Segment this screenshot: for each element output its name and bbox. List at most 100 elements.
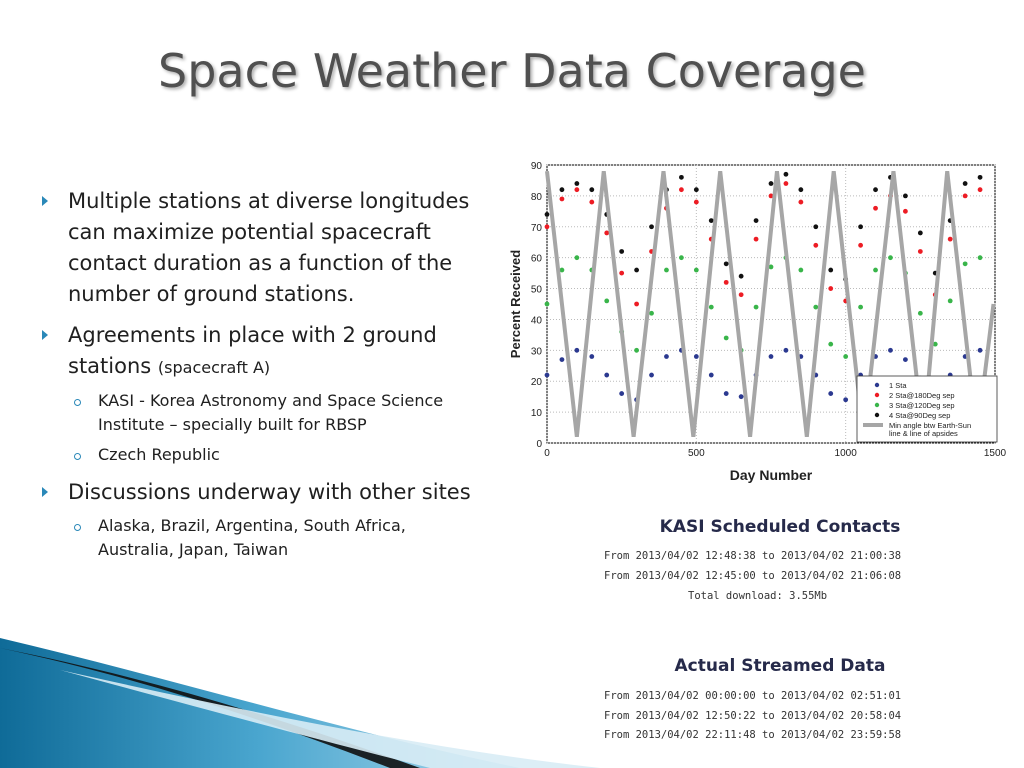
streamed-line: From 2013/04/02 00:00:00 to 2013/04/02 0… [604,690,902,702]
data-point [783,181,789,186]
data-point [828,267,834,273]
sub-bullet-item: KASI - Korea Astronomy and Space Science… [40,389,480,437]
streamed-line: From 2013/04/02 12:50:22 to 2013/04/02 2… [604,710,902,722]
data-point [664,354,669,359]
y-tick-label: 20 [531,377,543,388]
min-angle-line [545,170,996,438]
data-point [947,298,953,304]
arrow-bullet-icon [42,196,48,206]
data-point [858,304,863,310]
data-point [888,255,893,261]
data-point [917,310,923,316]
legend-swatch [874,382,880,388]
data-point [753,304,759,310]
data-point [649,224,654,230]
data-point [738,394,744,400]
data-point [843,354,849,359]
corner-swoosh-decoration [0,638,600,768]
data-point [693,187,699,193]
data-point [559,357,565,362]
data-point [738,273,744,279]
data-point [753,218,759,223]
legend-label: Min angle btw Earth-Sun line & line of ap… [889,421,971,438]
legend-label: 2 Sta@180Deg sep [889,391,955,400]
data-point [634,347,639,353]
data-point [917,230,923,236]
kasi-total: Total download: 3.55Mb [688,590,828,602]
data-point [559,196,565,202]
data-point [768,264,774,270]
x-tick-label: 0 [544,448,550,459]
data-point [798,187,804,193]
legend-swatch [874,412,880,418]
sub-bullet-text: KASI - Korea Astronomy and Space Science… [98,391,444,434]
kasi-line: From 2013/04/02 12:45:00 to 2013/04/02 2… [604,570,902,582]
bullet-text: Agreements in place with 2 ground statio… [68,323,437,378]
y-tick-label: 30 [531,346,543,357]
ring-bullet-icon [74,524,81,531]
data-point [903,193,908,199]
bullet-text: Multiple stations at diverse longitudes … [68,189,470,306]
streamed-line: From 2013/04/02 22:11:48 to 2013/04/02 2… [604,729,902,741]
data-point [947,236,953,242]
data-point [574,255,580,261]
data-point [679,174,684,180]
data-point [544,224,550,230]
data-point [723,279,729,285]
y-axis-label: Percent Received [508,250,523,358]
legend-label-line: Min angle btw Earth-Sun [889,421,971,430]
data-point [544,301,550,307]
data-point [574,187,580,193]
coverage-chart: 0 10 20 30 40 50 60 70 80 90 0 500 1000 1500 Day Numb… [508,161,1007,483]
data-point [798,199,804,205]
data-point [783,347,789,353]
series-5 [545,170,996,438]
data-point [544,212,550,217]
data-point [903,357,908,362]
x-tick-label: 500 [688,448,705,459]
data-point [873,267,878,273]
data-point [634,267,639,273]
series-group [544,170,996,438]
x-tick-label: 1500 [984,448,1007,459]
data-point [977,174,983,180]
data-point [649,372,654,378]
bullet-item: Multiple stations at diverse longitudes … [40,186,480,310]
kasi-line: From 2013/04/02 12:48:38 to 2013/04/02 2… [604,550,902,562]
legend-swatch [874,392,880,398]
y-tick-label: 10 [531,408,543,419]
data-point [768,181,774,186]
data-point [708,218,714,223]
arrow-bullet-icon [42,487,48,497]
data-point [813,224,819,230]
data-point [589,354,595,359]
legend-label-line: line & line of apsides [889,429,958,438]
data-point [828,286,834,291]
y-tick-label: 60 [531,254,543,265]
data-point [589,187,595,193]
data-point [559,267,565,273]
data-point [604,372,610,378]
data-point [977,255,983,261]
y-tick-label: 50 [531,285,543,296]
data-point [604,298,610,304]
data-point [903,208,908,214]
data-point [932,341,938,347]
sub-bullet-item: Czech Republic [40,443,480,467]
data-point [708,372,714,378]
data-point [544,372,550,378]
data-point [723,261,729,267]
data-point [873,187,878,193]
legend-label: 3 Sta@120Deg sep [889,401,955,410]
x-tick-label: 1000 [835,448,858,459]
legend-box [856,375,998,443]
data-point [664,267,669,273]
data-point [693,267,699,273]
data-point [708,304,714,310]
data-point [783,171,789,177]
data-point [962,193,968,199]
data-point [813,242,819,248]
data-point [649,310,654,316]
data-point [813,304,819,310]
data-point [917,249,923,254]
